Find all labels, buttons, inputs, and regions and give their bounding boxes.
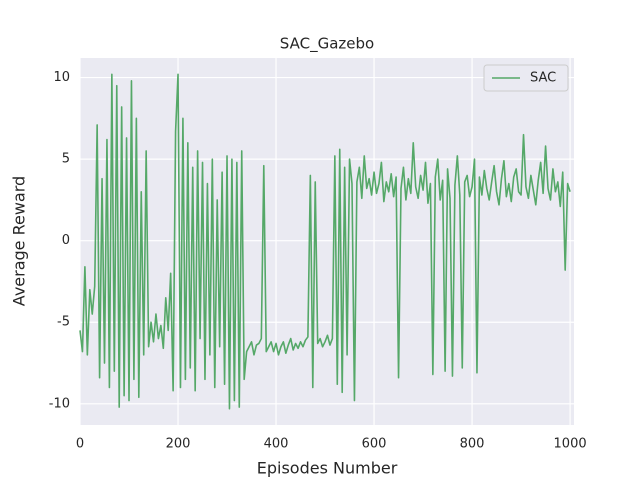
chart-title: SAC_Gazebo xyxy=(280,35,374,54)
legend-box xyxy=(483,64,569,92)
legend-label: SAC xyxy=(530,71,556,86)
data-line xyxy=(79,73,571,410)
x-axis-label: Episodes Number xyxy=(257,459,398,478)
x-tick-label: 600 xyxy=(362,437,387,452)
x-tick-label: 200 xyxy=(166,437,191,452)
y-tick-label: 5 xyxy=(62,152,70,167)
y-axis-label: Average Reward xyxy=(10,176,29,306)
x-tick-label: 0 xyxy=(76,437,84,452)
y-tick-label: -5 xyxy=(57,315,70,330)
x-tick-label: 800 xyxy=(460,437,485,452)
y-tick-label: 10 xyxy=(53,70,70,85)
y-tick-label: -10 xyxy=(49,396,70,411)
x-tick-label: 400 xyxy=(264,437,289,452)
plot-area xyxy=(80,58,574,425)
x-tick-label: 1000 xyxy=(554,437,587,452)
y-tick-label: 0 xyxy=(62,233,70,248)
